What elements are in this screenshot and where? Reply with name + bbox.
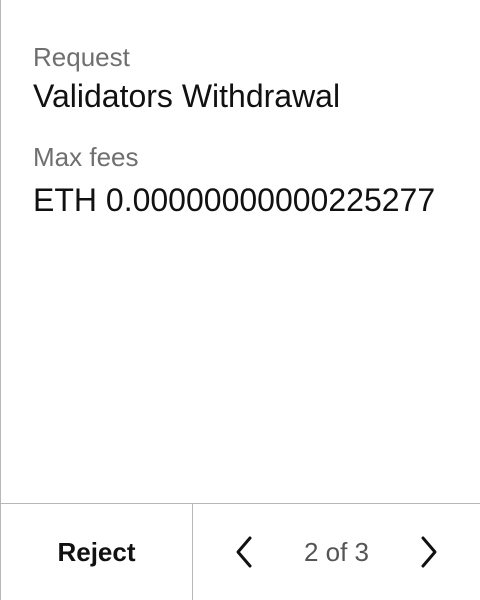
next-page-button[interactable] <box>416 532 442 572</box>
chevron-left-icon <box>236 536 252 568</box>
max-fees-label: Max fees <box>33 142 139 172</box>
max-fees-value: ETH 0.00000000000225277 <box>33 182 436 218</box>
previous-page-button[interactable] <box>231 532 257 572</box>
chevron-right-icon <box>421 536 437 568</box>
page-indicator: 2 of 3 <box>303 536 370 567</box>
pagination: 2 of 3 <box>193 504 480 600</box>
action-footer: Reject 2 of 3 <box>1 503 480 600</box>
max-fees-field: Max fees ETH 0.00000000000225277 <box>33 140 456 218</box>
request-label: Request <box>33 42 130 72</box>
reject-button[interactable]: Reject <box>1 504 193 600</box>
review-content: Request Validators Withdrawal Max fees E… <box>33 40 456 218</box>
request-value: Validators Withdrawal <box>33 78 341 114</box>
request-field: Request Validators Withdrawal <box>33 40 456 114</box>
